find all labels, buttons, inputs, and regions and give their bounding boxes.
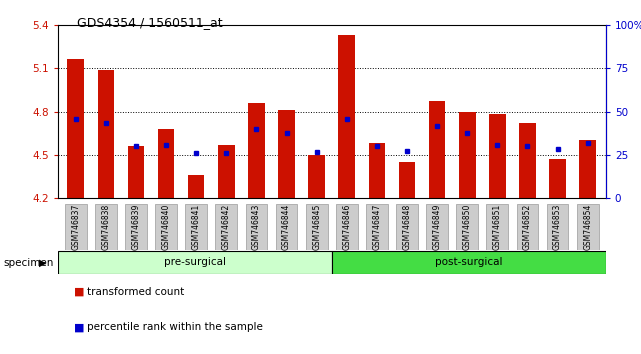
Text: GSM746838: GSM746838 <box>101 204 110 250</box>
Text: GSM746853: GSM746853 <box>553 204 562 250</box>
FancyBboxPatch shape <box>332 251 606 274</box>
FancyBboxPatch shape <box>517 204 538 250</box>
Text: GSM746842: GSM746842 <box>222 204 231 250</box>
FancyBboxPatch shape <box>246 204 267 250</box>
Text: transformed count: transformed count <box>87 287 184 297</box>
Text: specimen: specimen <box>3 258 54 268</box>
Bar <box>549 159 566 198</box>
Bar <box>188 175 204 198</box>
FancyBboxPatch shape <box>547 204 569 250</box>
FancyBboxPatch shape <box>456 204 478 250</box>
Bar <box>67 59 84 198</box>
Bar <box>399 162 415 198</box>
FancyBboxPatch shape <box>336 204 358 250</box>
Bar <box>218 145 235 198</box>
FancyBboxPatch shape <box>95 204 117 250</box>
FancyBboxPatch shape <box>65 204 87 250</box>
Bar <box>429 101 445 198</box>
FancyBboxPatch shape <box>426 204 448 250</box>
Bar <box>489 114 506 198</box>
Text: GSM746850: GSM746850 <box>463 204 472 250</box>
Bar <box>97 70 114 198</box>
Text: GSM746845: GSM746845 <box>312 204 321 250</box>
FancyBboxPatch shape <box>185 204 207 250</box>
Text: ■: ■ <box>74 322 84 332</box>
Text: GDS4354 / 1560511_at: GDS4354 / 1560511_at <box>77 16 222 29</box>
Text: pre-surgical: pre-surgical <box>163 257 226 267</box>
Bar <box>338 35 355 198</box>
Text: GSM746854: GSM746854 <box>583 204 592 250</box>
Bar <box>128 146 144 198</box>
Text: GSM746847: GSM746847 <box>372 204 381 250</box>
Text: percentile rank within the sample: percentile rank within the sample <box>87 322 262 332</box>
Text: ▶: ▶ <box>38 258 46 268</box>
Text: GSM746844: GSM746844 <box>282 204 291 250</box>
Bar <box>158 129 174 198</box>
FancyBboxPatch shape <box>306 204 328 250</box>
FancyBboxPatch shape <box>155 204 177 250</box>
Text: post-surgical: post-surgical <box>435 257 503 267</box>
FancyBboxPatch shape <box>366 204 388 250</box>
Bar <box>579 141 596 198</box>
Bar <box>519 123 536 198</box>
FancyBboxPatch shape <box>215 204 237 250</box>
FancyBboxPatch shape <box>487 204 508 250</box>
Bar <box>278 110 295 198</box>
Text: GSM746849: GSM746849 <box>433 204 442 250</box>
Text: GSM746841: GSM746841 <box>192 204 201 250</box>
Bar <box>459 112 476 198</box>
Bar <box>308 155 325 198</box>
Text: GSM746851: GSM746851 <box>493 204 502 250</box>
FancyBboxPatch shape <box>276 204 297 250</box>
Bar <box>248 103 265 198</box>
Text: GSM746839: GSM746839 <box>131 204 140 250</box>
FancyBboxPatch shape <box>396 204 418 250</box>
FancyBboxPatch shape <box>577 204 599 250</box>
Text: GSM746846: GSM746846 <box>342 204 351 250</box>
Text: GSM746837: GSM746837 <box>71 204 80 250</box>
Text: ■: ■ <box>74 287 84 297</box>
Bar <box>369 143 385 198</box>
Text: GSM746848: GSM746848 <box>403 204 412 250</box>
FancyBboxPatch shape <box>58 251 332 274</box>
FancyBboxPatch shape <box>125 204 147 250</box>
Text: GSM746840: GSM746840 <box>162 204 171 250</box>
Text: GSM746843: GSM746843 <box>252 204 261 250</box>
Text: GSM746852: GSM746852 <box>523 204 532 250</box>
